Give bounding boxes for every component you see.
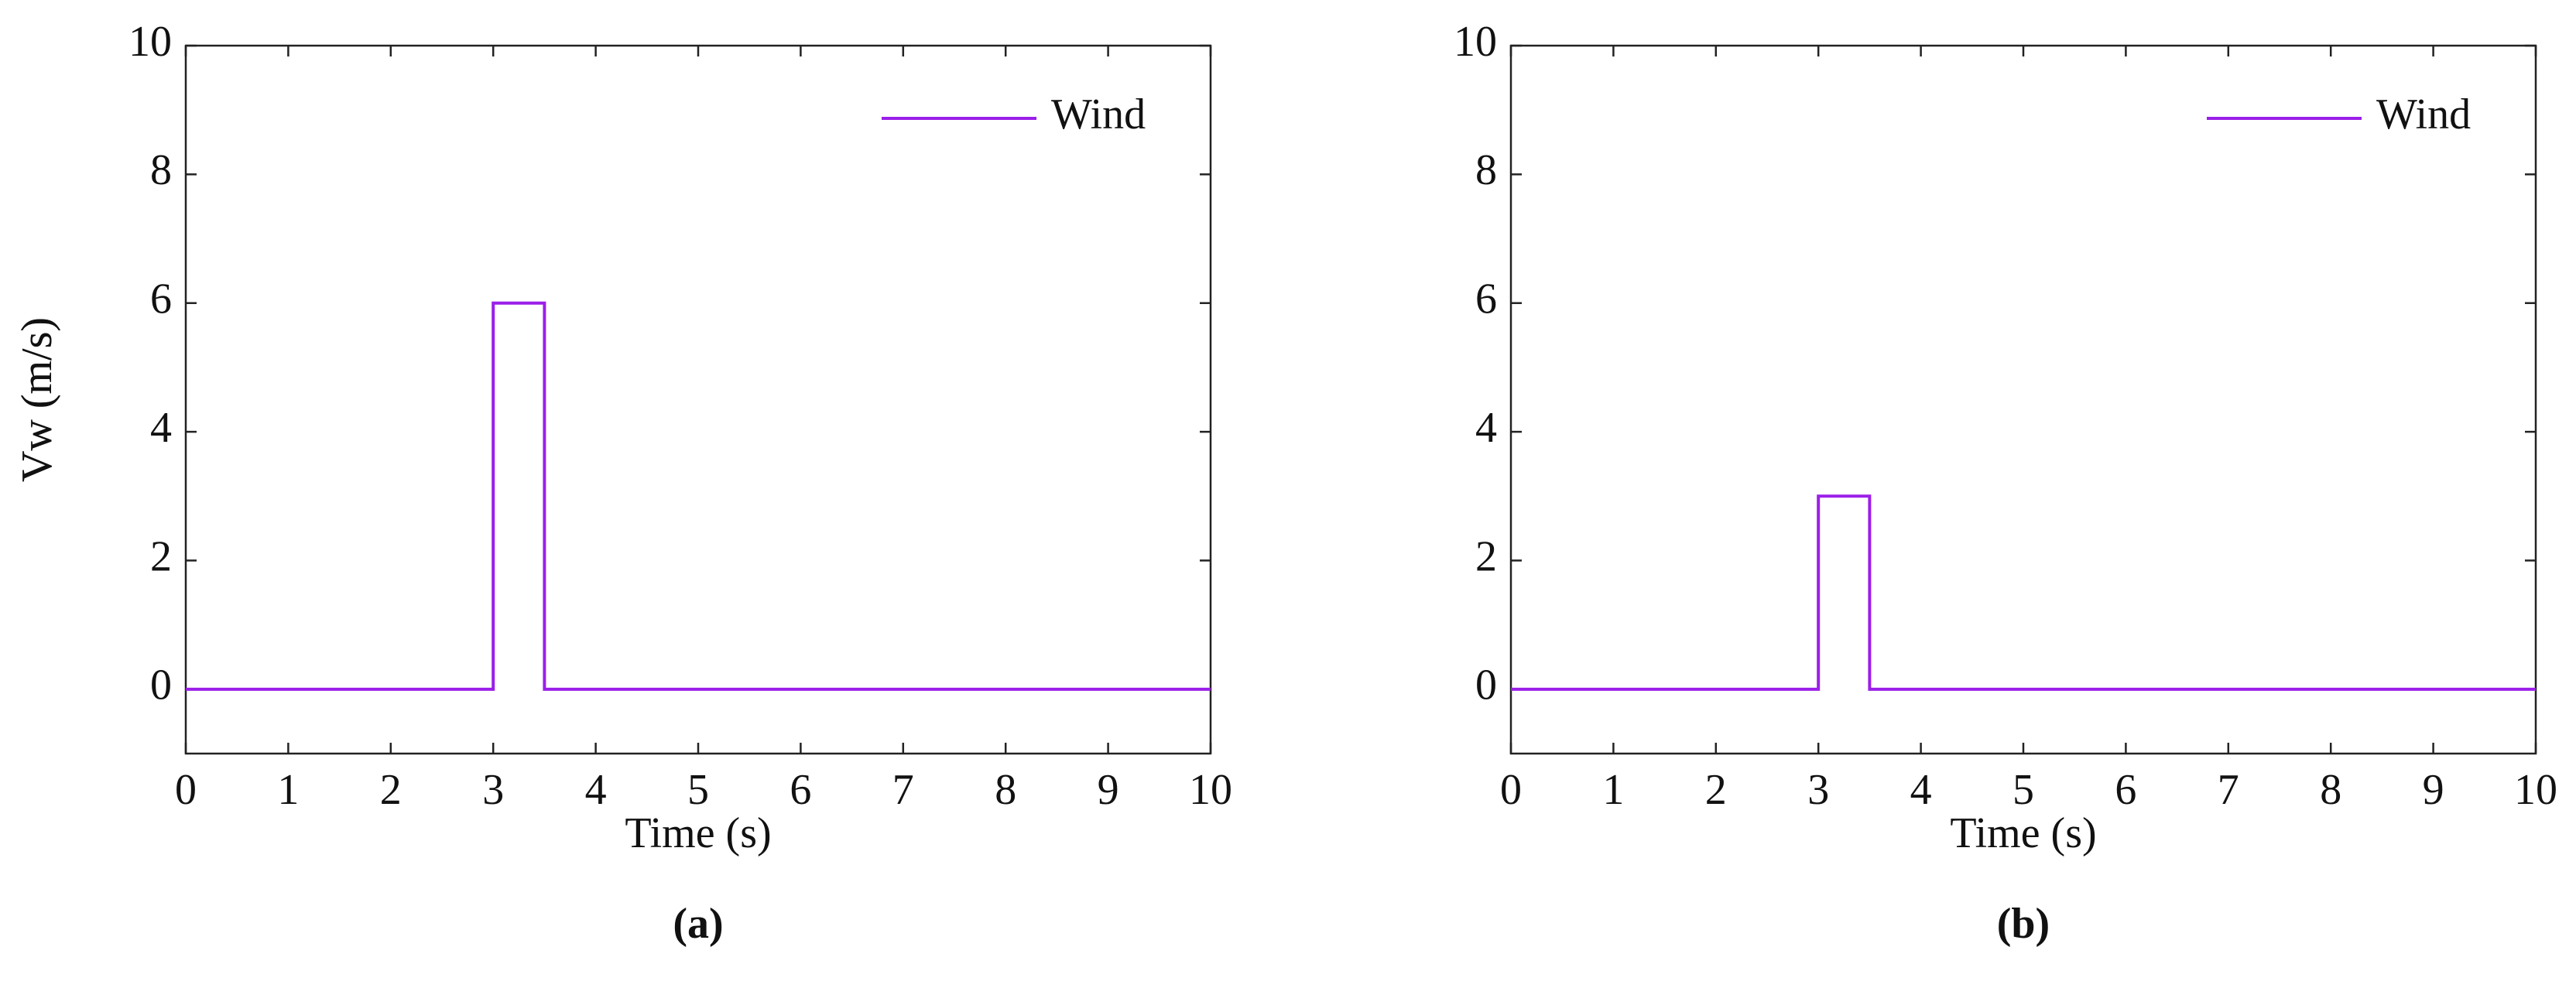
y-axis-label: Vw (m/s) [13,317,61,482]
x-tick-label: 4 [1910,766,1932,814]
y-tick-label: 8 [150,146,172,194]
x-tick-label: 10 [1189,766,1232,814]
x-tick-label: 9 [2423,766,2444,814]
caption: (a) [673,900,723,948]
legend-label: Wind [1051,91,1146,138]
y-tick-label: 8 [1475,146,1497,194]
y-tick-label: 2 [150,532,172,580]
x-axis-label: Time (s) [1950,809,2096,857]
x-tick-label: 8 [995,766,1016,814]
y-tick-label: 6 [1475,275,1497,323]
x-tick-label: 2 [380,766,402,814]
y-tick-label: 2 [1475,532,1497,580]
x-tick-label: 0 [175,766,197,814]
data-line [186,301,1211,691]
x-axis-label: Time (s) [625,809,771,857]
x-tick-label: 9 [1098,766,1119,814]
x-tick-label: 2 [1705,766,1727,814]
x-tick-label: 4 [585,766,607,814]
y-tick-label: 10 [128,18,172,66]
y-axis-label: Vw (m/s) [13,317,61,482]
y-tick-label: 4 [150,404,172,452]
legend-label: Wind [2376,91,2471,138]
data-line [1511,494,2536,691]
x-tick-label: 1 [277,766,299,814]
x-tick-label: 3 [482,766,504,814]
x-tick-label: 5 [2012,766,2034,814]
y-tick-label: 6 [150,275,172,323]
x-tick-label: 5 [687,766,709,814]
x-tick-label: 8 [2320,766,2341,814]
y-tick-label: 0 [150,662,172,709]
x-tick-label: 0 [1500,766,1522,814]
x-tick-label: 10 [2514,766,2557,814]
x-tick-label: 7 [2218,766,2239,814]
x-tick-label: 6 [2115,766,2136,814]
x-tick-label: 6 [790,766,811,814]
x-tick-label: 3 [1807,766,1829,814]
x-tick-label: 7 [892,766,914,814]
y-tick-label: 0 [1475,662,1497,709]
caption: (b) [1997,900,2050,948]
axes-box [184,44,1212,755]
x-tick-label: 1 [1602,766,1624,814]
y-tick-label: 10 [1454,18,1497,66]
y-tick-label: 4 [1475,404,1497,452]
axes-box [1509,44,2537,755]
